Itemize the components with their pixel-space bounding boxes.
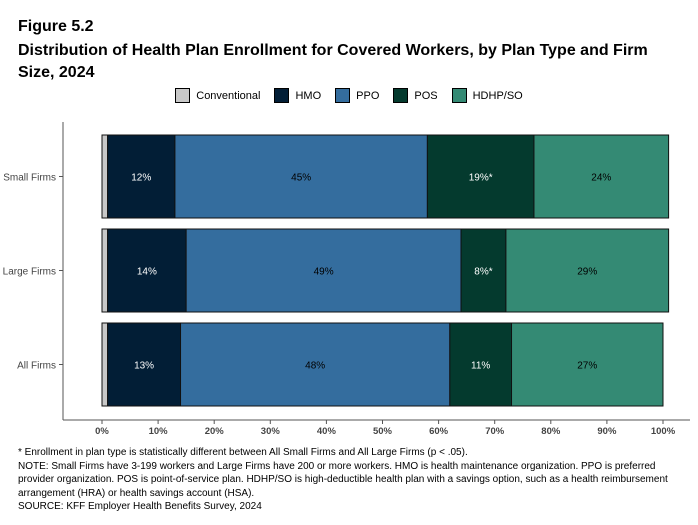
- figure-label: Figure 5.2: [18, 18, 94, 35]
- chart-title: Distribution of Health Plan Enrollment f…: [18, 42, 648, 81]
- data-label: 19%*: [469, 173, 493, 184]
- data-label: 8%*: [474, 267, 492, 278]
- x-tick-label: 30%: [261, 426, 281, 437]
- legend-swatch: [274, 88, 290, 103]
- legend-label: HDHP/SO: [472, 89, 523, 102]
- legend-swatch: [451, 88, 467, 103]
- x-tick-label: 90%: [597, 426, 617, 437]
- category-label: All Firms: [17, 361, 56, 372]
- bar-segment: [180, 322, 451, 407]
- data-label: 48%: [305, 361, 325, 372]
- legend-item: Conventional: [175, 88, 260, 103]
- x-tick-label: 0%: [95, 426, 109, 437]
- bar-segment: [426, 134, 535, 219]
- x-tick-label: 20%: [205, 426, 225, 437]
- bar-segment: [101, 322, 109, 407]
- bar-segment: [460, 228, 507, 313]
- data-label: 24%: [591, 173, 611, 184]
- legend-label: Conventional: [196, 89, 261, 102]
- legend-item: HMO: [274, 88, 321, 103]
- data-label: 13%: [134, 361, 154, 372]
- bar-segment: [449, 322, 513, 407]
- legend-swatch: [335, 88, 351, 103]
- data-label: 27%: [577, 361, 597, 372]
- data-label: 45%: [291, 173, 311, 184]
- bar-segment: [505, 228, 670, 313]
- x-tick-label: 70%: [485, 426, 505, 437]
- data-label: 29%: [577, 267, 597, 278]
- notes: * Enrollment in plan type is statistical…: [18, 446, 688, 514]
- note-source: SOURCE: KFF Employer Health Benefits Sur…: [18, 501, 262, 512]
- x-tick-label: 10%: [149, 426, 169, 437]
- x-tick-label: 100%: [651, 426, 676, 437]
- legend-label: POS: [414, 89, 438, 102]
- bar-segment: [101, 228, 109, 313]
- category-label: Small Firms: [3, 173, 56, 184]
- bar-segment: [511, 322, 664, 407]
- data-label: 12%: [131, 173, 151, 184]
- legend: Conventional HMO PPO POS HDHP/SO: [0, 88, 698, 103]
- legend-item: POS: [393, 88, 438, 103]
- x-tick-label: 50%: [373, 426, 393, 437]
- legend-item: HDHP/SO: [451, 88, 523, 103]
- data-label: 49%: [314, 267, 334, 278]
- x-tick-label: 40%: [317, 426, 337, 437]
- bar-segment: [185, 228, 462, 313]
- bar-segment: [107, 228, 187, 313]
- x-tick-label: 80%: [541, 426, 561, 437]
- legend-swatch: [175, 88, 191, 103]
- legend-swatch: [393, 88, 409, 103]
- data-label: 11%: [471, 361, 490, 372]
- legend-label: PPO: [356, 89, 380, 102]
- bar-segment: [533, 134, 670, 219]
- data-label: 14%: [137, 267, 157, 278]
- legend-label: HMO: [295, 89, 322, 102]
- legend-item: PPO: [335, 88, 379, 103]
- note-significance: * Enrollment in plan type is statistical…: [18, 447, 468, 458]
- note-definitions: NOTE: Small Firms have 3-199 workers and…: [18, 460, 668, 499]
- category-label: Large Firms: [3, 267, 56, 278]
- bar-segment: [107, 134, 176, 219]
- x-tick-label: 60%: [429, 426, 449, 437]
- bar-segment: [101, 134, 109, 219]
